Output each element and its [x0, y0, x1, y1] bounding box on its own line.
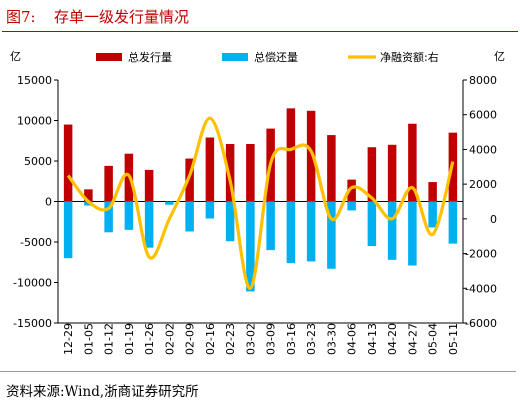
x-tick-label: 05-11	[447, 323, 460, 355]
legend-issue-swatch	[96, 53, 122, 61]
repay-bar	[185, 201, 194, 232]
issue-bar	[327, 135, 336, 202]
x-tick-label: 04-13	[366, 323, 379, 355]
x-tick-label: 01-26	[143, 323, 156, 355]
legend-repay-swatch	[222, 53, 248, 61]
repay-bar	[63, 201, 73, 259]
legend-label: 总偿还量	[254, 50, 298, 64]
right-tick-label: 4000	[469, 143, 497, 156]
repay-bar	[104, 201, 113, 233]
issue-bar	[387, 144, 397, 202]
repay-bar	[266, 201, 275, 251]
issue-bar	[408, 123, 417, 202]
repay-bar	[225, 201, 235, 242]
legend-label: 总发行量	[128, 50, 172, 64]
x-tick-label: 05-04	[427, 323, 440, 355]
issue-bar	[367, 147, 377, 202]
left-tick-label: 0	[45, 196, 52, 209]
source-note: 资料来源:Wind,浙商证券研究所	[6, 384, 199, 400]
left-tick-label: -5000	[20, 236, 52, 249]
figure-title: 图7: 存单一级发行量情况	[2, 4, 518, 32]
repay-bar	[387, 201, 397, 260]
repay-bar	[327, 201, 336, 269]
repay-bar	[124, 201, 134, 230]
x-tick-label: 01-12	[103, 323, 116, 355]
repay-bar	[448, 201, 458, 244]
left-tick-label: 5000	[24, 155, 52, 168]
issue-bar	[428, 182, 437, 202]
x-tick-label: 02-02	[163, 323, 176, 355]
issue-bar	[104, 165, 113, 202]
repay-bar	[246, 201, 255, 292]
issue-bar	[306, 110, 316, 202]
left-tick-label: -10000	[13, 277, 52, 290]
issue-bar	[225, 143, 235, 202]
issue-bar	[246, 143, 255, 202]
x-tick-label: 02-09	[184, 323, 197, 355]
right-tick-label: -6000	[465, 317, 497, 330]
figure-label: 图7:	[6, 8, 36, 26]
left-tick-label: -15000	[13, 317, 52, 330]
left-tick-label: 15000	[17, 74, 52, 87]
plot-area: 15000 10000 5000 0 -5000 -10000 -15000 8000 6000…	[13, 74, 497, 355]
issue-bar	[63, 124, 73, 202]
issue-bar	[84, 189, 93, 202]
title-rule	[2, 31, 518, 32]
legend-label: 净融资额:右	[380, 50, 439, 64]
issue-bar	[205, 137, 215, 202]
issue-bar	[286, 108, 296, 202]
right-tick-label: 6000	[469, 109, 497, 122]
repay-bar	[428, 201, 437, 228]
bottom-rule	[0, 371, 516, 372]
repay-bar	[408, 201, 417, 266]
x-tick-label: 12-29	[62, 323, 75, 355]
net-financing-line	[66, 116, 455, 290]
left-tick-label: 10000	[17, 115, 52, 128]
x-tick-label: 03-09	[265, 323, 278, 355]
issue-bar	[347, 179, 356, 202]
issue-bar	[185, 158, 194, 202]
chart: 总发行量 总偿还量 净融资额:右 亿 亿 15000 10000 5000 0 -5000 -…	[10, 50, 505, 355]
repay-bar	[306, 201, 316, 262]
x-tick-label: 03-02	[244, 323, 257, 355]
x-tick-label: 02-16	[204, 323, 217, 355]
repay-bar	[144, 201, 154, 248]
x-tick-label: 01-05	[82, 323, 95, 355]
right-tick-label: -4000	[465, 282, 497, 295]
right-tick-label: 2000	[469, 178, 497, 191]
repay-bar	[347, 201, 356, 211]
right-axis-unit: 亿	[494, 50, 505, 63]
x-tick-label: 04-20	[386, 323, 399, 355]
x-tick-label: 04-06	[346, 323, 359, 355]
x-tick-label: 03-30	[325, 323, 338, 355]
repay-bar	[367, 201, 377, 247]
x-tick-label: 02-23	[224, 323, 237, 355]
repay-bar	[165, 201, 174, 205]
x-tick-label: 03-23	[305, 323, 318, 355]
legend: 总发行量 总偿还量 净融资额:右	[96, 50, 439, 64]
right-tick-label: -2000	[465, 248, 497, 261]
issue-bar	[144, 169, 154, 202]
x-tick-label: 04-27	[406, 323, 419, 355]
right-tick-label: 0	[490, 213, 497, 226]
x-tick-label: 03-16	[285, 323, 298, 355]
figure-title-text: 存单一级发行量情况	[54, 8, 190, 26]
repay-bar	[205, 201, 215, 219]
left-axis-unit: 亿	[10, 50, 21, 63]
x-tick-label: 01-19	[123, 323, 136, 355]
repay-bar	[286, 201, 296, 264]
right-tick-label: 8000	[469, 74, 497, 87]
